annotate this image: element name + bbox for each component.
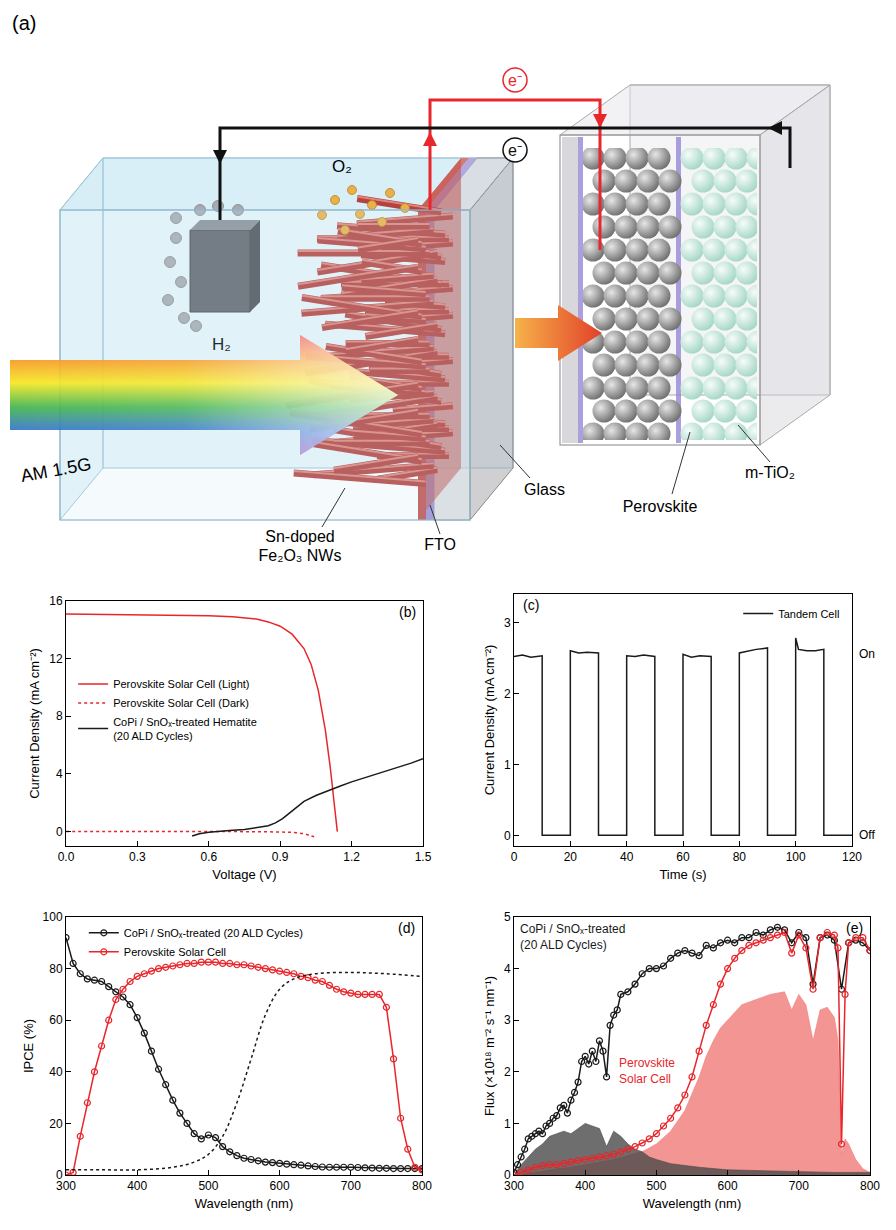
svg-text:80: 80 — [733, 850, 747, 864]
svg-text:CoPi / SnOₓ-treated (20 ALD Cy: CoPi / SnOₓ-treated (20 ALD Cycles) — [124, 927, 303, 939]
svg-text:16: 16 — [49, 594, 63, 608]
svg-text:600: 600 — [718, 1179, 738, 1193]
svg-text:800: 800 — [412, 1179, 432, 1193]
svg-text:500: 500 — [646, 1179, 666, 1193]
svg-text:40: 40 — [49, 1065, 63, 1079]
svg-text:m-TiO₂: m-TiO₂ — [745, 464, 795, 481]
svg-text:(a): (a) — [12, 12, 36, 34]
svg-text:Wavelength (nm): Wavelength (nm) — [195, 1196, 294, 1211]
svg-text:0.3: 0.3 — [129, 850, 146, 864]
svg-text:80: 80 — [49, 962, 63, 976]
svg-text:100: 100 — [786, 850, 806, 864]
svg-text:8: 8 — [56, 709, 63, 723]
svg-text:700: 700 — [789, 1179, 809, 1193]
svg-text:3: 3 — [504, 616, 511, 630]
svg-text:4: 4 — [56, 767, 63, 781]
svg-text:(b): (b) — [399, 604, 416, 620]
svg-text:O₂: O₂ — [332, 157, 352, 176]
svg-text:60: 60 — [676, 850, 690, 864]
svg-text:Perovskite Solar Cell (Dark): Perovskite Solar Cell (Dark) — [113, 697, 249, 709]
svg-text:0: 0 — [511, 850, 518, 864]
svg-text:12: 12 — [49, 652, 63, 666]
svg-text:60: 60 — [49, 1013, 63, 1027]
svg-text:Current Density (mA cm⁻²): Current Density (mA cm⁻²) — [27, 648, 42, 799]
svg-text:Perovskite Solar Cell: Perovskite Solar Cell — [124, 946, 226, 958]
svg-text:300: 300 — [504, 1179, 524, 1193]
svg-text:500: 500 — [198, 1179, 218, 1193]
svg-text:Off: Off — [859, 828, 875, 842]
svg-text:CoPi / SnOₓ-treated Hematite(2: CoPi / SnOₓ-treated Hematite(20 ALD Cycl… — [113, 716, 257, 742]
svg-text:Fe₂O₃ NWs: Fe₂O₃ NWs — [259, 547, 342, 564]
svg-text:5: 5 — [504, 910, 511, 924]
svg-text:Voltage (V): Voltage (V) — [212, 867, 276, 882]
svg-text:400: 400 — [575, 1179, 595, 1193]
svg-text:1.2: 1.2 — [343, 850, 360, 864]
svg-text:1: 1 — [504, 758, 511, 772]
svg-text:Perovskite: Perovskite — [623, 498, 698, 515]
svg-text:2: 2 — [504, 1065, 511, 1079]
svg-text:Current Density (mA cm⁻²): Current Density (mA cm⁻²) — [482, 645, 497, 796]
svg-text:Perovskite Solar Cell (Light): Perovskite Solar Cell (Light) — [113, 678, 249, 690]
svg-text:0.0: 0.0 — [58, 850, 75, 864]
svg-text:0: 0 — [56, 1168, 63, 1182]
svg-text:300: 300 — [56, 1179, 76, 1193]
svg-text:1.5: 1.5 — [415, 850, 432, 864]
svg-text:Time (s): Time (s) — [659, 867, 706, 882]
svg-text:(e): (e) — [846, 920, 863, 936]
svg-text:FTO: FTO — [424, 536, 456, 553]
svg-text:Tandem Cell: Tandem Cell — [778, 608, 839, 620]
svg-text:40: 40 — [620, 850, 634, 864]
svg-text:Sn-doped: Sn-doped — [265, 528, 334, 545]
svg-text:(c): (c) — [523, 597, 539, 613]
svg-text:IPCE (%): IPCE (%) — [21, 1019, 36, 1073]
svg-text:120: 120 — [842, 850, 862, 864]
svg-text:Wavelength (nm): Wavelength (nm) — [643, 1196, 742, 1211]
svg-text:100: 100 — [43, 910, 63, 924]
svg-text:0.6: 0.6 — [200, 850, 217, 864]
svg-text:0: 0 — [56, 825, 63, 839]
svg-text:Flux (×10¹⁸ m⁻² s⁻¹ nm⁻¹): Flux (×10¹⁸ m⁻² s⁻¹ nm⁻¹) — [482, 976, 497, 1116]
svg-text:400: 400 — [127, 1179, 147, 1193]
svg-text:20: 20 — [49, 1117, 63, 1131]
svg-text:800: 800 — [860, 1179, 880, 1193]
svg-text:Glass: Glass — [524, 481, 565, 498]
svg-text:(d): (d) — [398, 920, 415, 936]
svg-text:1: 1 — [504, 1117, 511, 1131]
svg-text:AM 1.5G: AM 1.5G — [19, 454, 92, 486]
svg-text:4: 4 — [504, 962, 511, 976]
svg-text:0: 0 — [504, 829, 511, 843]
svg-text:CoPi / SnOₓ-treated(20 ALD Cyc: CoPi / SnOₓ-treated(20 ALD Cycles) — [520, 922, 625, 952]
svg-text:On: On — [859, 647, 875, 661]
svg-text:600: 600 — [270, 1179, 290, 1193]
svg-text:e⁻: e⁻ — [508, 142, 522, 159]
svg-text:e⁻: e⁻ — [508, 72, 522, 89]
svg-text:0.9: 0.9 — [272, 850, 289, 864]
svg-text:2: 2 — [504, 687, 511, 701]
svg-text:PerovskiteSolar Cell: PerovskiteSolar Cell — [619, 1056, 675, 1086]
svg-text:3: 3 — [504, 1013, 511, 1027]
svg-text:20: 20 — [564, 850, 578, 864]
svg-text:700: 700 — [341, 1179, 361, 1193]
svg-text:0: 0 — [504, 1168, 511, 1182]
